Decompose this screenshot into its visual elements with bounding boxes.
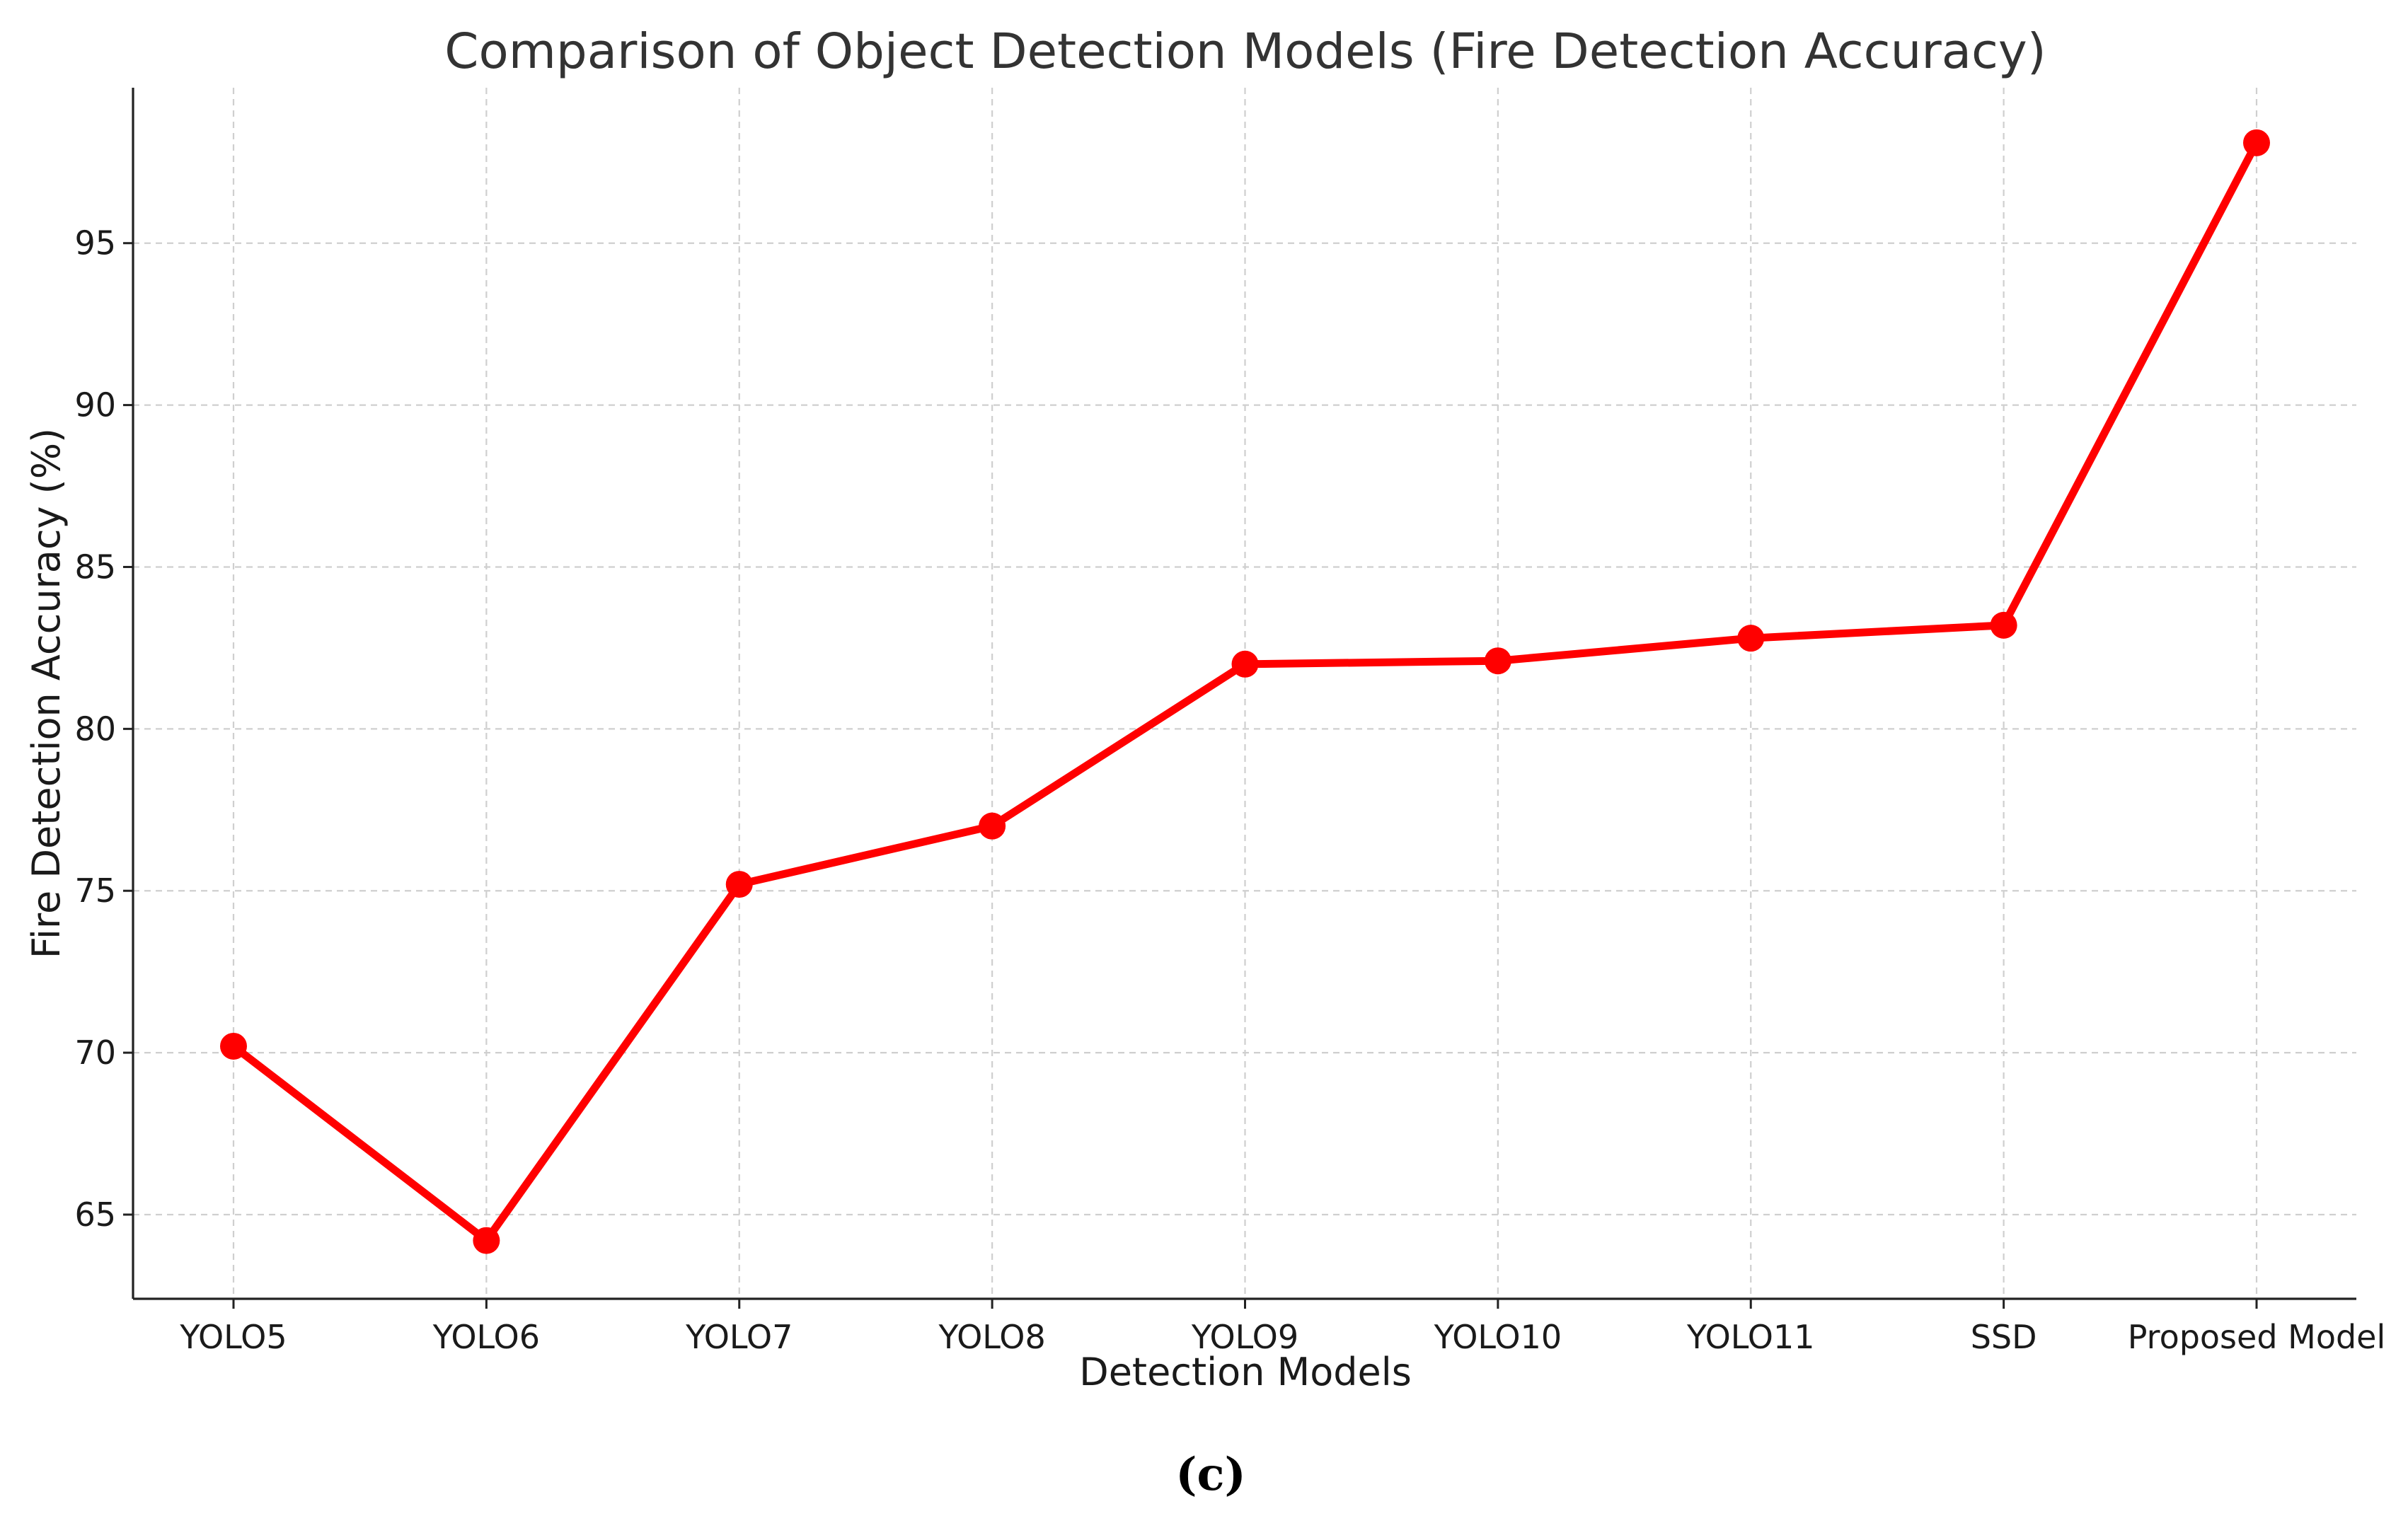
y-tick-label: 90 xyxy=(74,386,116,424)
x-tick-label: YOLO5 xyxy=(179,1318,287,1356)
x-tick-label: Proposed Model xyxy=(2128,1318,2386,1356)
x-tick-label: YOLO6 xyxy=(432,1318,540,1356)
ticks: 65 70 75 80 85 90 95 YOLO5 YOLO6 YOLO7 YOLO8 YOLO9 Y… xyxy=(74,224,2385,1356)
y-tick-label: 85 xyxy=(74,548,116,586)
series-layer xyxy=(220,129,2270,1254)
x-tick-label: YOLO9 xyxy=(1191,1318,1298,1356)
x-tick-label: YOLO11 xyxy=(1686,1318,1815,1356)
figure-caption: (c) xyxy=(1175,1448,1246,1501)
data-point xyxy=(725,871,753,898)
data-point xyxy=(2243,129,2270,156)
y-tick-label: 70 xyxy=(74,1034,116,1072)
grid xyxy=(133,88,2356,1299)
x-tick-label: YOLO10 xyxy=(1434,1318,1562,1356)
data-point xyxy=(1484,647,1511,675)
x-tick-label: SSD xyxy=(1971,1318,2037,1356)
data-point xyxy=(1737,625,1765,652)
chart-title: Comparison of Object Detection Models (F… xyxy=(444,23,2046,80)
y-tick-label: 80 xyxy=(74,710,116,748)
data-point xyxy=(220,1032,247,1060)
x-tick-label: YOLO8 xyxy=(938,1318,1045,1356)
y-tick-label: 65 xyxy=(74,1196,116,1234)
data-point xyxy=(473,1227,500,1254)
x-tick-label: YOLO7 xyxy=(685,1318,793,1356)
data-point xyxy=(1990,611,2017,639)
data-point xyxy=(979,812,1006,840)
y-tick-label: 95 xyxy=(74,224,116,262)
y-axis-label: Fire Detection Accuracy (%) xyxy=(24,428,69,959)
data-point xyxy=(1231,650,1259,678)
x-axis-label: Detection Models xyxy=(1079,1350,1412,1394)
y-tick-label: 75 xyxy=(74,872,116,910)
